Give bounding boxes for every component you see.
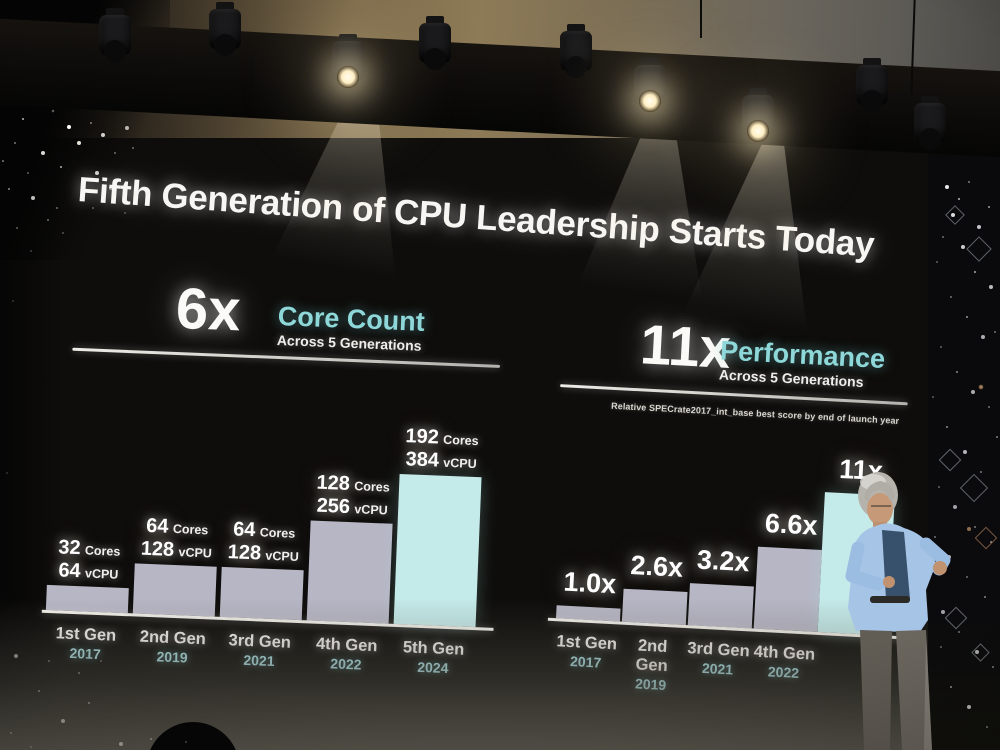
bar-label: 128 Cores 256 vCPU xyxy=(316,471,390,518)
stage-light-fixture xyxy=(852,58,892,112)
rig-cable xyxy=(700,0,702,38)
bar-column-highlight: 192 Cores 384 vCPU xyxy=(393,425,484,628)
presenter-pants xyxy=(860,630,892,750)
stage-light-fixture xyxy=(910,96,950,150)
stage-light-fixture xyxy=(415,16,455,70)
bar-value-label: 1.0x xyxy=(562,566,617,600)
core-count-header: Core Count Across 5 Generations xyxy=(277,300,426,354)
core-count-metric-label: Core Count xyxy=(277,300,426,337)
bar-label: 32 Cores 64 vCPU xyxy=(57,536,121,582)
stage-light-fixture-lit xyxy=(630,58,670,112)
presenter xyxy=(845,472,951,750)
slide-title: Fifth Generation of CPU Leadership Start… xyxy=(76,170,876,265)
bar-value-label: 2.6x xyxy=(629,550,684,583)
stage-light-fixture-lit xyxy=(738,88,778,142)
core-count-multiplier: 6x xyxy=(174,275,242,344)
bar-value-label: 6.6x xyxy=(764,508,819,541)
stage-light-fixture xyxy=(556,24,596,78)
stage-light-fixture xyxy=(205,2,245,56)
bar-label: 192 Cores 384 vCPU xyxy=(405,425,479,472)
bar-label: 64 Cores 128 vCPU xyxy=(227,518,300,565)
presenter-hand xyxy=(883,576,895,588)
bar-value-label: 3.2x xyxy=(696,544,751,578)
chart-footnote: Relative SPECrate2017_int_base best scor… xyxy=(610,400,900,426)
sparkle-dots-bottom-left xyxy=(0,640,2,642)
divider-line xyxy=(72,347,501,368)
stage-light-fixture-lit xyxy=(328,34,368,88)
bar-label: 64 Cores 128 vCPU xyxy=(140,515,213,561)
stage-light-fixture xyxy=(95,8,135,62)
presenter-hand xyxy=(933,561,947,575)
